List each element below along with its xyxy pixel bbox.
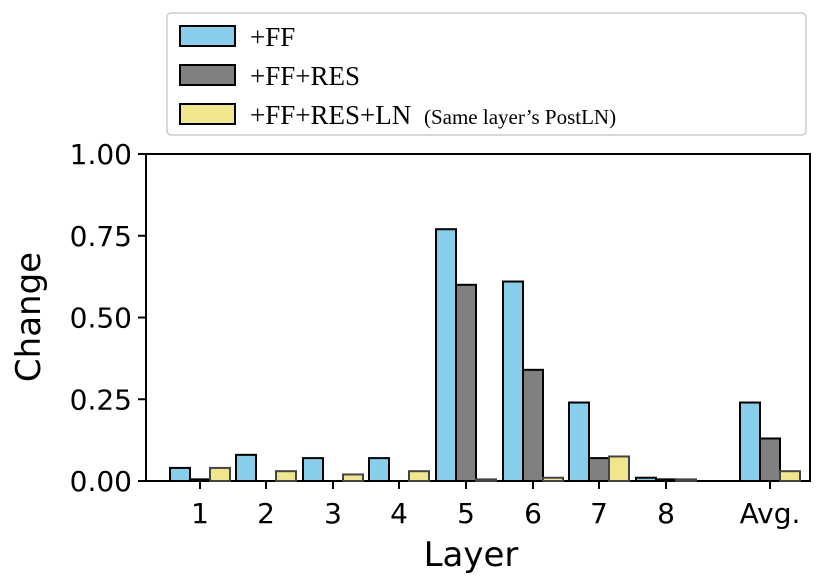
y-tick-label: 0.75 — [70, 220, 132, 253]
x-tick-label: 1 — [191, 497, 209, 530]
legend-label-ff-res-ln-note: (Same layer’s PostLN) — [424, 105, 616, 129]
bar-series-0-cat-3 — [368, 457, 390, 482]
y-axis-label: Change — [9, 252, 49, 382]
legend: +FF +FF+RES +FF+RES+LN (Same layer’s Pos… — [166, 12, 807, 136]
x-tick-label: 3 — [324, 497, 342, 530]
bar-series-0-cat-6 — [568, 401, 590, 482]
bar-series-0-cat-8 — [739, 401, 761, 482]
legend-label-ff-res-ln-main: +FF+RES+LN — [250, 100, 411, 130]
bar-series-1-cat-7 — [655, 478, 677, 482]
x-tick-label: 8 — [657, 497, 675, 530]
x-tick-label: Avg. — [740, 497, 801, 530]
bar-series-2-cat-0 — [209, 466, 231, 483]
bar-series-1-cat-0 — [189, 478, 211, 482]
bar-series-2-cat-1 — [275, 470, 297, 483]
bar-series-0-cat-0 — [169, 466, 191, 483]
x-tick-label: 5 — [457, 497, 475, 530]
legend-label-ff-res-ln: +FF+RES+LN (Same layer’s PostLN) — [250, 100, 616, 130]
x-axis: 1 2 3 4 5 6 7 8 Avg. — [191, 481, 800, 530]
legend-swatch-ff — [179, 25, 236, 47]
bar-series-0-cat-1 — [235, 453, 257, 482]
y-tick-label: 1.00 — [70, 138, 132, 171]
bar-series-1-cat-5 — [522, 368, 544, 483]
bar-series-1-cat-4 — [455, 283, 477, 482]
legend-swatch-ff-res — [179, 64, 236, 86]
bar-series-2-cat-4 — [475, 478, 497, 482]
bar-series-2-cat-6 — [608, 455, 630, 483]
bar-series-2-cat-7 — [675, 478, 697, 482]
x-axis-label: Layer — [424, 535, 519, 575]
bar-series-1-cat-6 — [588, 457, 610, 482]
bar-series-0-cat-5 — [502, 280, 524, 482]
legend-frame — [166, 12, 807, 136]
legend-label-ff-res: +FF+RES — [250, 61, 360, 91]
plot-area — [145, 153, 811, 482]
x-tick-label: 4 — [390, 497, 408, 530]
legend-label-ff: +FF — [250, 22, 295, 52]
bar-series-1-cat-8 — [759, 437, 781, 482]
bars-group — [169, 228, 801, 483]
bar-series-0-cat-2 — [302, 457, 324, 482]
y-axis: 0.00 0.25 0.50 0.75 1.00 — [70, 138, 146, 498]
bar-series-2-cat-8 — [779, 470, 801, 483]
y-tick-label: 0.25 — [70, 383, 132, 416]
bar-series-2-cat-3 — [408, 470, 430, 483]
x-tick-label: 2 — [257, 497, 275, 530]
bar-series-0-cat-7 — [635, 476, 657, 483]
x-tick-label: 7 — [590, 497, 608, 530]
y-tick-label: 0.00 — [70, 465, 132, 498]
y-tick-label: 0.50 — [70, 302, 132, 335]
bar-series-2-cat-2 — [342, 473, 364, 482]
x-tick-label: 6 — [524, 497, 542, 530]
bar-series-2-cat-5 — [542, 476, 564, 483]
bar-series-0-cat-4 — [435, 228, 457, 482]
legend-swatch-ff-res-ln — [179, 103, 236, 125]
